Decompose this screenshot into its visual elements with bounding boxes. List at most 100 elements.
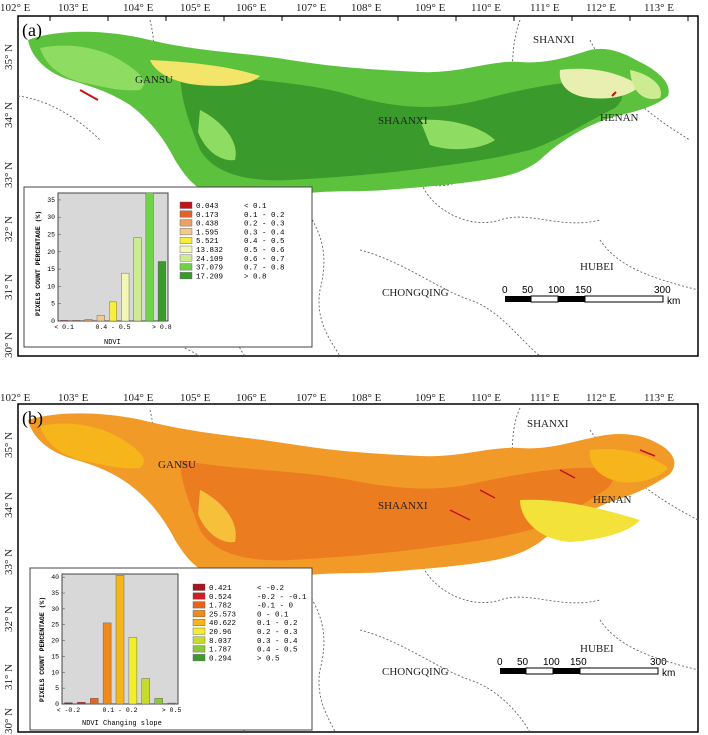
latitude-labels: 35° N 34° N 33° N 32° N 31° N 30° N (3, 44, 15, 358)
province-label-hubei: HUBEI (580, 261, 614, 273)
lon-label: 112° E (586, 2, 616, 14)
lat-label: 32° N (3, 216, 15, 242)
lon-label: 103° E (58, 392, 89, 404)
scale-tick-label: 0 (502, 285, 508, 296)
lon-label: 106° E (236, 2, 267, 14)
y-tick-label: 0 (55, 701, 59, 708)
x-tick-label: > 0.5 (162, 707, 182, 714)
lon-label: 107° E (296, 392, 327, 404)
lat-label: 31° N (3, 274, 15, 300)
y-tick-label: 30 (51, 606, 59, 613)
legend-value: 17.209 (196, 273, 223, 281)
chart-bar (141, 678, 150, 705)
legend-swatch (192, 645, 206, 653)
panel-label-b: (b) (22, 408, 43, 429)
province-label-gansu: GANSU (135, 74, 173, 86)
lon-label: 108° E (351, 392, 382, 404)
y-tick-label: 30 (47, 214, 55, 221)
lat-label: 31° N (3, 664, 15, 690)
legend-category: > 0.5 (257, 655, 280, 663)
chart-bar (167, 702, 176, 705)
y-tick-label: 10 (51, 669, 59, 676)
legend-swatch (179, 245, 193, 253)
legend-swatch (192, 583, 206, 591)
province-label-shanxi: SHANXI (527, 418, 569, 430)
lon-label: 104° E (123, 392, 154, 404)
y-tick-label: 5 (55, 685, 59, 692)
map-panel-a: 102° E 103° E 104° E 105° E 106° E 107° … (0, 0, 708, 362)
province-labels: GANSU SHAANXI HENAN SHANXI CHONGQING HUB… (135, 34, 639, 299)
y-tick-label: 25 (47, 232, 55, 239)
chart-legend: 0.043 < 0.1 0.173 0.1 - 0.2 0.438 0.2 - 0.3 1.… (179, 201, 285, 281)
chart-bar (64, 702, 73, 705)
legend-swatch (192, 627, 206, 635)
legend-category: 0 - 0.1 (257, 611, 289, 619)
legend-category: 0.4 - 0.5 (257, 647, 298, 655)
scale-tick-label: 150 (570, 657, 587, 668)
legend-value: 37.079 (196, 265, 223, 273)
legend-value: 40.622 (209, 620, 236, 628)
chart-y-ticks: 0 5 10 15 20 25 30 35 (47, 197, 61, 325)
scale-bar: 0 50 100 150 300 km (502, 285, 680, 307)
legend-value: 1.595 (196, 229, 219, 237)
scale-tick-label: 300 (654, 285, 671, 296)
chart-bars (60, 192, 166, 322)
panel-label-a: (a) (22, 20, 42, 41)
inset-chart-a: PIXELS COUNT PERCENTAGE (%) NDVI 0 5 10 15 2… (23, 186, 313, 348)
chart-y-ticks: 0 5 10 15 20 25 30 35 40 (51, 574, 65, 708)
study-area-ndvi (28, 31, 669, 198)
lon-label: 106° E (236, 392, 267, 404)
lon-label: 103° E (58, 2, 89, 14)
lat-label: 30° N (3, 332, 15, 358)
y-tick-label: 0 (51, 318, 55, 325)
chart-bar (109, 301, 117, 322)
legend-category: > 0.8 (244, 273, 267, 281)
chart-bar (60, 320, 69, 322)
lat-label: 33° N (3, 162, 15, 188)
legend-value: 1.782 (209, 603, 232, 611)
chart-bar (102, 622, 112, 705)
lon-label: 110° E (471, 392, 501, 404)
legend-swatch (179, 201, 193, 209)
lon-label: 104° E (123, 2, 154, 14)
lon-label: 109° E (415, 2, 446, 14)
legend-swatch (179, 228, 193, 236)
latitude-labels: 35° N 34° N 33° N 32° N 31° N 30° N (3, 432, 15, 734)
legend-category: 0.7 - 0.8 (244, 265, 285, 273)
legend-value: 0.524 (209, 594, 232, 602)
y-tick-label: 10 (47, 283, 55, 290)
legend-value: 0.438 (196, 221, 219, 229)
chart-x-ticks: < 0.1 0.4 - 0.5 > 0.8 (54, 324, 171, 331)
chart-bar (133, 237, 142, 322)
y-tick-label: 15 (51, 653, 59, 660)
legend-category: -0.1 - 0 (257, 603, 294, 611)
lon-label: 105° E (180, 392, 211, 404)
province-label-henan: HENAN (593, 494, 632, 506)
y-tick-label: 20 (47, 249, 55, 256)
x-tick-label: < -0.2 (57, 707, 81, 714)
y-tick-label: 20 (51, 638, 59, 645)
legend-category: 0.3 - 0.4 (244, 229, 285, 237)
lat-label: 34° N (3, 102, 15, 128)
chart-x-ticks: < -0.2 0.1 - 0.2 > 0.5 (57, 707, 182, 714)
x-tick-label: 0.4 - 0.5 (95, 324, 130, 331)
legend-swatch (179, 263, 193, 271)
legend-value: 8.037 (209, 638, 232, 646)
legend-swatch (192, 618, 206, 626)
chart-xlabel: NDVI Changing slope (82, 720, 162, 728)
legend-category: 0.4 - 0.5 (244, 238, 285, 246)
legend-value: 5.521 (196, 238, 219, 246)
legend-swatch (179, 254, 193, 262)
lon-label: 111° E (530, 2, 560, 14)
legend-category: 0.6 - 0.7 (244, 256, 285, 264)
lon-label: 109° E (415, 392, 446, 404)
province-label-shanxi: SHANXI (533, 34, 575, 46)
x-tick-label: > 0.8 (152, 324, 172, 331)
legend-value: 25.573 (209, 611, 237, 619)
chart-bar (77, 702, 86, 705)
study-area-slope (28, 413, 675, 580)
legend-category: 0.1 - 0.2 (244, 212, 285, 220)
map-panel-b: 102° E 103° E 104° E 105° E 106° E 107° … (0, 370, 708, 735)
chart-legend: 0.421 < -0.2 0.524 -0.2 - -0.1 1.782 -0.1 - 0… (192, 583, 307, 663)
scale-unit: km (662, 668, 675, 679)
